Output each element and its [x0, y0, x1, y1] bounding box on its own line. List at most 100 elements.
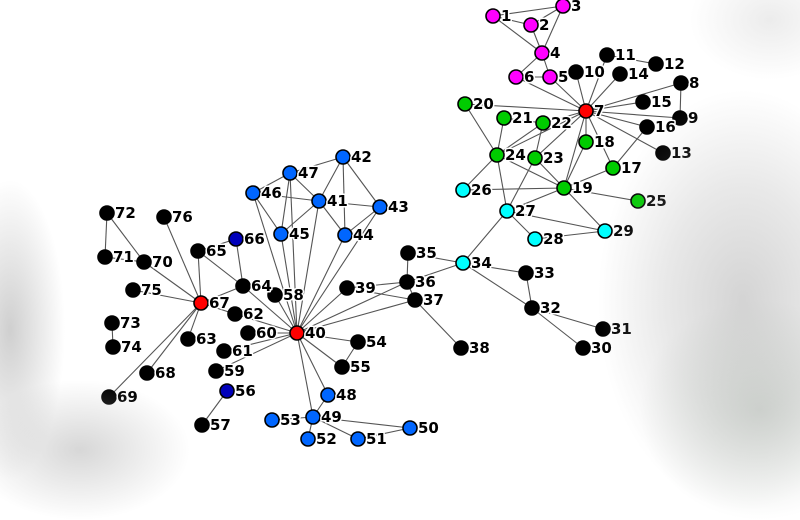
node-label-6: 6 — [524, 68, 534, 86]
node-label-60: 60 — [256, 324, 277, 342]
graph-edge — [289, 172, 298, 334]
graph-node-59[interactable] — [208, 363, 224, 379]
node-label-39: 39 — [355, 279, 376, 297]
graph-node-39[interactable] — [339, 280, 355, 296]
graph-node-34[interactable] — [455, 255, 471, 271]
graph-node-35[interactable] — [400, 245, 416, 261]
graph-node-65[interactable] — [190, 243, 206, 259]
graph-node-56[interactable] — [219, 383, 235, 399]
graph-node-15[interactable] — [635, 94, 651, 110]
graph-node-53[interactable] — [264, 412, 280, 428]
graph-node-3[interactable] — [555, 0, 571, 14]
graph-node-62[interactable] — [227, 306, 243, 322]
graph-node-5[interactable] — [542, 69, 558, 85]
graph-node-52[interactable] — [300, 431, 316, 447]
node-label-63: 63 — [196, 330, 217, 348]
graph-node-51[interactable] — [350, 431, 366, 447]
graph-node-58[interactable] — [267, 287, 283, 303]
graph-node-71[interactable] — [97, 249, 113, 265]
node-label-69: 69 — [117, 388, 138, 406]
graph-node-60[interactable] — [240, 325, 256, 341]
graph-node-7[interactable] — [578, 103, 594, 119]
node-label-40: 40 — [305, 324, 326, 342]
node-label-14: 14 — [628, 65, 649, 83]
graph-node-57[interactable] — [194, 417, 210, 433]
graph-node-61[interactable] — [216, 343, 232, 359]
graph-node-32[interactable] — [524, 300, 540, 316]
graph-node-16[interactable] — [639, 119, 655, 135]
graph-node-14[interactable] — [612, 66, 628, 82]
graph-node-10[interactable] — [568, 64, 584, 80]
graph-node-6[interactable] — [508, 69, 524, 85]
graph-node-67[interactable] — [193, 295, 209, 311]
graph-edge — [563, 110, 587, 189]
graph-node-48[interactable] — [320, 387, 336, 403]
graph-node-68[interactable] — [139, 365, 155, 381]
graph-node-76[interactable] — [156, 209, 172, 225]
graph-node-44[interactable] — [337, 227, 353, 243]
graph-node-49[interactable] — [305, 409, 321, 425]
graph-node-72[interactable] — [99, 205, 115, 221]
graph-node-12[interactable] — [648, 56, 664, 72]
graph-node-20[interactable] — [457, 96, 473, 112]
graph-node-33[interactable] — [518, 265, 534, 281]
graph-node-28[interactable] — [527, 231, 543, 247]
graph-node-8[interactable] — [673, 75, 689, 91]
graph-node-45[interactable] — [273, 226, 289, 242]
graph-node-21[interactable] — [496, 110, 512, 126]
graph-node-74[interactable] — [105, 339, 121, 355]
node-label-41: 41 — [327, 192, 348, 210]
graph-node-69[interactable] — [101, 389, 117, 405]
graph-node-17[interactable] — [605, 160, 621, 176]
graph-node-75[interactable] — [125, 282, 141, 298]
graph-node-22[interactable] — [535, 115, 551, 131]
node-label-42: 42 — [351, 148, 372, 166]
graph-node-36[interactable] — [399, 274, 415, 290]
node-label-76: 76 — [172, 208, 193, 226]
graph-node-64[interactable] — [235, 278, 251, 294]
graph-node-18[interactable] — [578, 134, 594, 150]
graph-node-24[interactable] — [489, 147, 505, 163]
graph-node-1[interactable] — [485, 8, 501, 24]
graph-node-55[interactable] — [334, 359, 350, 375]
graph-node-2[interactable] — [523, 17, 539, 33]
graph-edge — [143, 261, 202, 304]
graph-edge — [280, 200, 320, 235]
graph-node-46[interactable] — [245, 185, 261, 201]
graph-node-47[interactable] — [282, 165, 298, 181]
graph-node-63[interactable] — [180, 331, 196, 347]
graph-node-42[interactable] — [335, 149, 351, 165]
node-label-36: 36 — [415, 273, 436, 291]
graph-node-25[interactable] — [630, 193, 646, 209]
graph-edge — [606, 54, 657, 65]
graph-node-13[interactable] — [655, 145, 671, 161]
graph-node-26[interactable] — [455, 182, 471, 198]
graph-node-41[interactable] — [311, 193, 327, 209]
graph-node-50[interactable] — [402, 420, 418, 436]
graph-node-27[interactable] — [499, 203, 515, 219]
graph-edge — [296, 332, 343, 368]
node-label-30: 30 — [591, 339, 612, 357]
graph-node-30[interactable] — [575, 340, 591, 356]
graph-node-11[interactable] — [599, 47, 615, 63]
graph-node-19[interactable] — [556, 180, 572, 196]
graph-edge — [146, 302, 202, 374]
node-label-72: 72 — [115, 204, 136, 222]
graph-node-43[interactable] — [372, 199, 388, 215]
graph-node-4[interactable] — [534, 45, 550, 61]
graph-node-37[interactable] — [407, 292, 423, 308]
node-label-64: 64 — [251, 277, 272, 295]
graph-edge — [342, 156, 381, 208]
graph-node-38[interactable] — [453, 340, 469, 356]
graph-node-73[interactable] — [104, 315, 120, 331]
graph-node-40[interactable] — [289, 325, 305, 341]
graph-node-29[interactable] — [597, 223, 613, 239]
graph-edge — [252, 192, 298, 334]
graph-node-31[interactable] — [595, 321, 611, 337]
graph-node-66[interactable] — [228, 231, 244, 247]
node-label-52: 52 — [316, 430, 337, 448]
node-label-70: 70 — [152, 253, 173, 271]
graph-node-23[interactable] — [527, 150, 543, 166]
graph-node-70[interactable] — [136, 254, 152, 270]
graph-node-54[interactable] — [350, 334, 366, 350]
